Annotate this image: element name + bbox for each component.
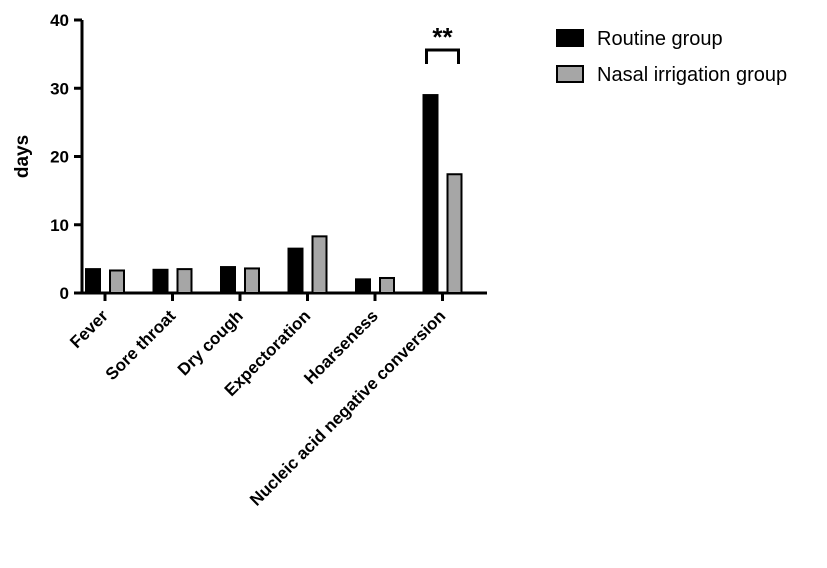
significance-annotations: ** xyxy=(425,22,460,64)
legend-label: Nasal irrigation group xyxy=(597,64,787,86)
significance-bracket xyxy=(425,48,460,64)
bar-routine xyxy=(355,278,371,295)
x-category-label: Sore throat xyxy=(102,306,180,384)
bar-nasal-irrigation xyxy=(176,268,193,294)
bar-routine xyxy=(220,266,236,295)
bar-routine xyxy=(152,268,169,295)
y-tick-label: 0 xyxy=(60,284,69,303)
y-tick-label: 10 xyxy=(50,216,69,235)
bar-routine xyxy=(85,268,101,294)
legend-swatch xyxy=(556,65,584,83)
legend: Routine group Nasal irrigation group xyxy=(556,28,787,86)
bar-routine xyxy=(422,94,439,294)
y-axis-title: days xyxy=(12,135,33,178)
y-tick-label: 30 xyxy=(50,79,69,98)
bar-nasal-irrigation xyxy=(446,173,463,294)
y-tick-label: 20 xyxy=(50,148,69,167)
bar-nasal-irrigation xyxy=(311,235,328,294)
x-category-label: Dry cough xyxy=(174,306,247,379)
legend-label: Routine group xyxy=(597,28,723,50)
bars xyxy=(85,94,463,295)
significance-label: ** xyxy=(432,22,453,52)
y-tick-label: 40 xyxy=(50,11,69,30)
x-category-label: Fever xyxy=(66,306,112,352)
bar-nasal-irrigation xyxy=(109,269,125,295)
legend-swatch xyxy=(556,29,584,47)
bar-nasal-irrigation xyxy=(244,267,260,294)
bar-nasal-irrigation xyxy=(379,276,395,294)
y-axis: 0 10 20 30 40 xyxy=(50,11,84,303)
bar-routine xyxy=(287,247,304,294)
